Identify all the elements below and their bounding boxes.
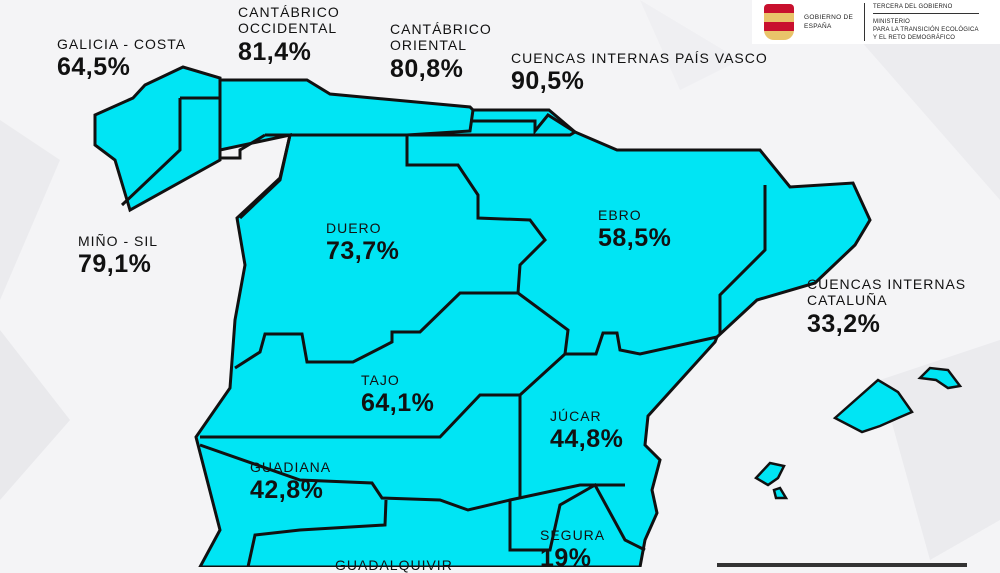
label-tajo: TAJO 64,1% [361,373,434,416]
basin-name-line2: OCCIDENTAL [238,20,338,36]
label-cuencas-cataluna: CUENCAS INTERNAS CATALUÑA 33,2% [807,276,966,337]
island-menorca [917,366,963,390]
basin-value: 90,5% [511,67,585,95]
label-mino-sil: MIÑO - SIL 79,1% [78,234,158,277]
ministerio-line3: Y EL RETO DEMOGRÁFICO [873,34,956,41]
border-tajo-jucar [200,352,567,439]
label-guadalquivir: GUADALQUIVIR [335,558,453,572]
label-ebro: EBRO 58,5% [598,208,671,251]
label-segura: SEGURA 19% [540,528,605,571]
basin-name: SEGURA [540,527,606,543]
label-duero: DUERO 73,7% [326,221,399,264]
basin-value: 19% [540,544,592,572]
border-duero-tajo [234,291,518,370]
basin-name: MIÑO - SIL [78,233,159,249]
basin-name: GUADALQUIVIR [335,557,453,573]
ministerio-line2: PARA LA TRANSICIÓN ECOLÓGICA [873,26,979,33]
basin-name: JÚCAR [550,408,602,424]
basin-value: 58,5% [598,224,672,252]
basin-name: GALICIA - COSTA [57,36,187,52]
coat-of-arms-icon [764,4,794,40]
border-segura [508,482,646,552]
basin-value: 81,4% [238,38,312,66]
gobierno-text: GOBIERNO DE ESPAÑA [804,14,854,30]
label-cuencas-pais-vasco: CUENCAS INTERNAS PAÍS VASCO 90,5% [511,51,768,94]
logo-divider [864,3,865,41]
basin-name-line1: CUENCAS INTERNAS [807,276,967,292]
border-tajo-ebro [517,291,718,356]
island-formentera [772,486,789,500]
ministerio-line1: MINISTERIO [873,18,911,25]
border-mino-cantabrico [218,98,266,160]
label-jucar: JÚCAR 44,8% [550,409,623,452]
label-galicia-costa: GALICIA - COSTA 64,5% [57,37,186,80]
label-cantabrico-oriental: CANTÁBRICO ORIENTAL 80,8% [390,21,492,82]
government-logo: GOBIERNO DE ESPAÑA TERCERA DEL GOBIERNO … [752,0,1000,44]
basin-name-line1: CANTÁBRICO [390,21,492,37]
basin-value: 64,5% [57,53,131,81]
border-guadalquivir [246,499,388,567]
basin-value: 64,1% [361,389,435,417]
island-mallorca [832,378,914,434]
basin-name-line2: CATALUÑA [807,292,888,308]
border-duero-ebro [405,135,547,294]
label-guadiana: GUADIANA 42,8% [250,460,331,503]
island-ibiza [754,461,786,487]
basin-value: 44,8% [550,425,624,453]
border-guadiana-guadalquivir [199,443,625,512]
basin-value: 79,1% [78,250,152,278]
basin-name: GUADIANA [250,459,332,475]
basin-value: 33,2% [807,310,881,338]
basin-value: 73,7% [326,237,400,265]
border-oriental-vasco [410,113,578,137]
basin-name-line2: ORIENTAL [390,37,467,53]
mainland-shape [93,65,872,567]
basin-name: DUERO [326,220,382,236]
vicepresidencia-text: TERCERA DEL GOBIERNO [873,3,979,14]
basin-name: EBRO [598,207,642,223]
basin-name: TAJO [361,372,400,388]
border-galicia-mino [120,98,182,207]
basin-name: CUENCAS INTERNAS PAÍS VASCO [511,50,768,66]
border-mino-duero [238,134,292,220]
ministry-text: TERCERA DEL GOBIERNO MINISTERIO PARA LA … [873,3,979,42]
basin-value: 42,8% [250,476,324,504]
bottom-divider [717,563,967,567]
border-ebro-cataluna [718,185,767,335]
basin-value: 80,8% [390,55,464,83]
label-cantabrico-occidental: CANTÁBRICO OCCIDENTAL 81,4% [238,4,340,65]
basin-name-line1: CANTÁBRICO [238,4,340,20]
